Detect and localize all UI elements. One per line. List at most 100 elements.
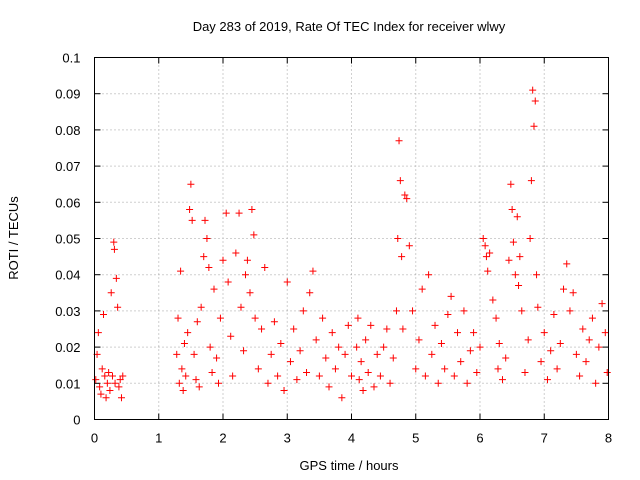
data-point [213,354,221,362]
data-point [389,354,397,362]
data-point [509,238,517,246]
data-point [494,365,502,373]
data-points [92,86,611,402]
y-tick-label: 0.06 [55,195,80,210]
x-tick-label: 7 [541,431,548,446]
data-point [319,314,327,322]
x-tick-label: 1 [155,431,162,446]
data-point [463,379,471,387]
data-point [175,379,183,387]
data-point [306,289,314,297]
x-tick-label: 8 [605,431,612,446]
data-point [425,271,433,279]
data-point [325,383,333,391]
data-point [364,368,372,376]
y-tick-label: 0.01 [55,376,80,391]
data-point [412,365,420,373]
data-point [515,282,523,290]
data-point [229,372,237,380]
data-point [603,368,611,376]
y-tick-label: 0.1 [62,51,80,66]
y-tick-label: 0.05 [55,232,80,247]
data-point [529,86,537,94]
data-point [283,278,291,286]
data-point [179,387,187,395]
data-point [274,372,282,380]
data-point [344,321,352,329]
data-point [99,311,107,319]
data-point [354,314,362,322]
data-point [556,339,564,347]
data-point [322,354,330,362]
data-point [235,209,243,217]
data-point [293,376,301,384]
data-point [107,289,115,297]
data-point [476,343,484,351]
data-point [98,365,106,373]
data-point [102,394,110,402]
data-point [208,368,216,376]
data-point [248,206,256,214]
data-point [195,383,203,391]
data-point [418,285,426,293]
data-point [277,339,285,347]
data-point [210,285,218,293]
x-axis-label: GPS time / hours [300,458,399,473]
data-point [258,325,266,333]
data-point [466,347,474,355]
data-point [237,303,245,311]
data-point [116,376,124,384]
data-point [309,267,317,275]
data-point [547,347,555,355]
data-point [110,245,118,253]
data-point [457,358,465,366]
data-point [96,383,104,391]
data-point [110,238,118,246]
data-point [421,372,429,380]
data-point [241,271,249,279]
data-point [473,368,481,376]
data-point [103,379,111,387]
data-point [592,379,600,387]
data-point [219,256,227,264]
data-point [341,350,349,358]
data-point [190,350,198,358]
data-point [521,368,529,376]
data-point [184,329,192,337]
data-point [348,372,355,380]
data-point [101,372,109,380]
data-point [232,249,240,257]
data-point [111,379,119,387]
data-point [527,177,535,185]
data-point [373,350,381,358]
data-point [315,372,323,380]
data-point [531,97,539,105]
data-point [588,314,596,322]
data-point [396,177,404,185]
data-point [97,390,105,398]
data-point [264,379,272,387]
data-point [553,365,561,373]
data-point [495,339,503,347]
data-point [205,263,213,271]
data-point [105,368,113,376]
data-point [401,191,409,199]
data-point [405,242,413,250]
data-point [394,235,402,242]
data-point [492,314,500,322]
data-point [240,347,248,355]
data-point [270,318,278,326]
x-tick-label: 4 [348,431,355,446]
data-point [114,303,122,311]
data-point [335,343,343,351]
data-point [370,383,378,391]
data-point [484,267,492,275]
data-point [579,325,587,333]
data-point [178,365,186,373]
y-tick-labels: 0 0.01 0.02 0.03 0.04 0.05 0.06 0.07 0.08 0.09 0.1 [55,51,80,428]
data-point [543,376,551,384]
data-point [518,307,526,315]
data-point [94,329,102,337]
data-point [227,332,235,340]
